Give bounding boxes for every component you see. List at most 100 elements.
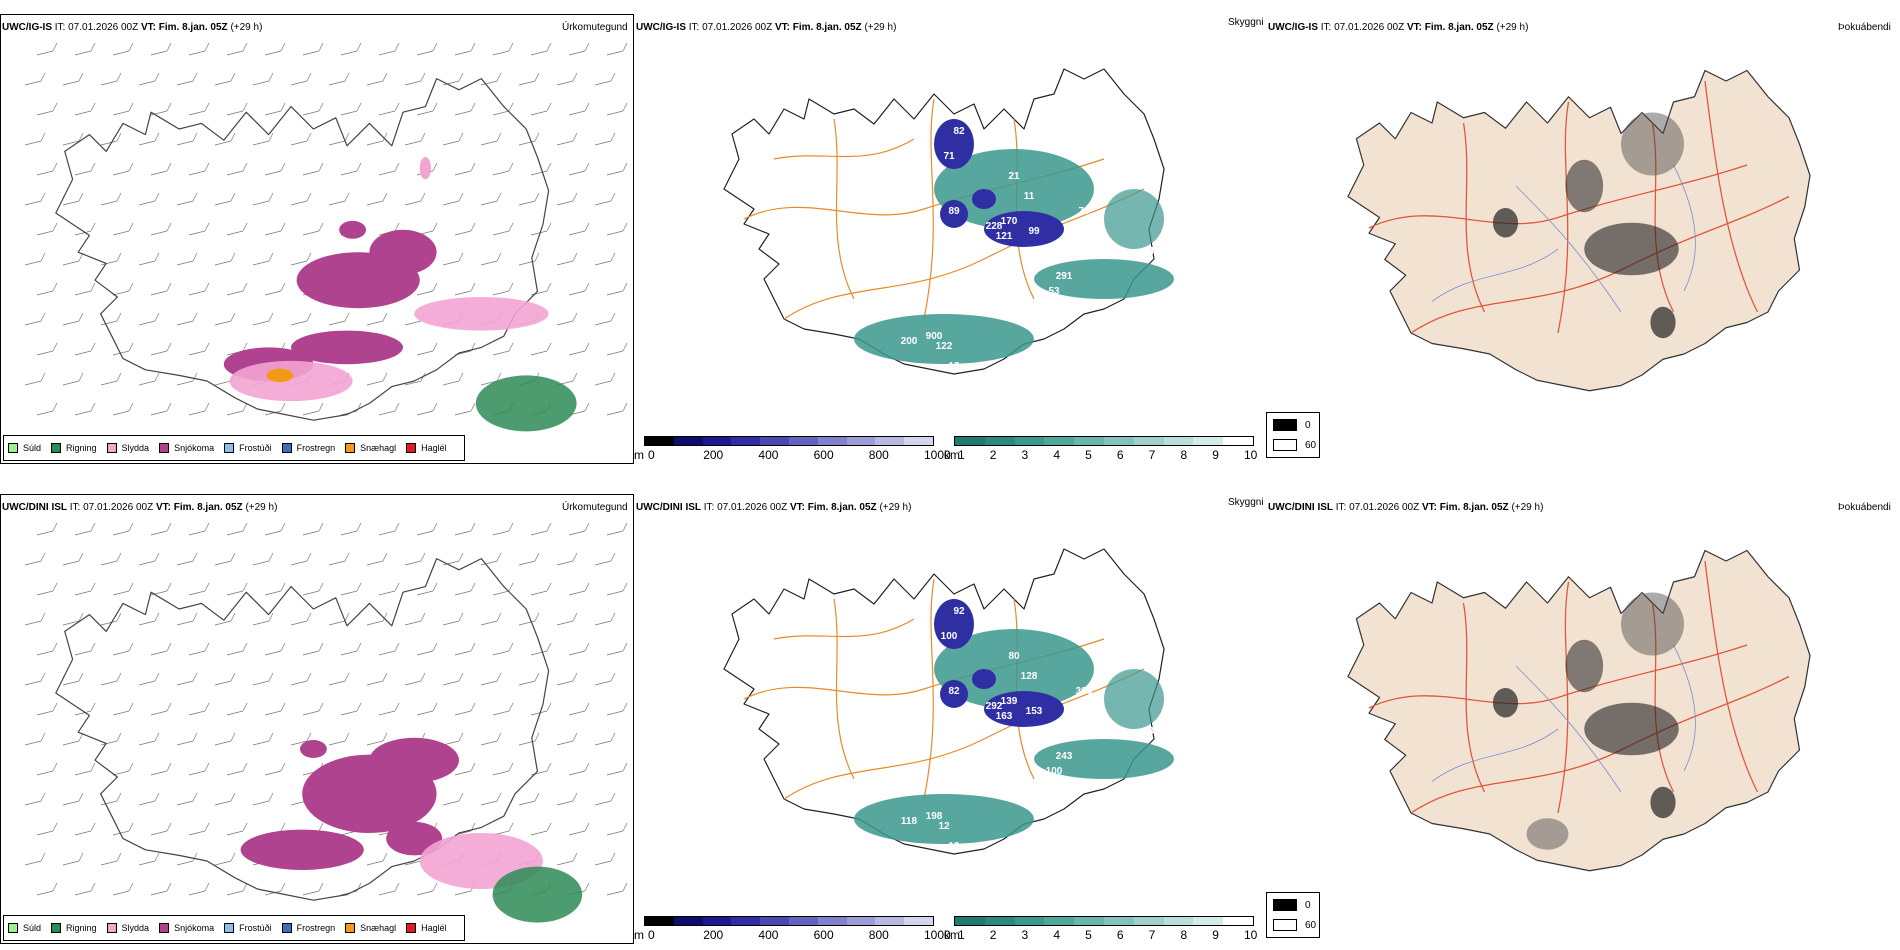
visibility-label: 243 [1056,751,1073,762]
legend-item: Frostúði [224,443,272,453]
legend-label: Slydda [121,443,150,453]
visibility-label: 72 [1178,826,1190,837]
legend-item: Slydda [106,923,150,933]
visibility-label: 82 [998,141,1010,152]
colorbar-tick: 600 [813,928,834,942]
cloud-legend-top: 0 60 [1266,412,1320,458]
colorbar-step [984,437,1015,445]
legend-label: Súld [23,443,42,453]
colorbar-tick: 6 [1116,448,1124,462]
colorbar-step [1103,917,1134,925]
colorbar-tick: 7 [1148,448,1156,462]
colorbar-tick: 3 [1021,448,1029,462]
valid-time: VT: Fim. 8.jan. 05Z [1406,22,1494,33]
visibility-colorbar-top: km 1 2 3 4 5 6 7 8 9 10 [944,436,1266,462]
legend-swatch [8,443,18,453]
visibility-label: 99 [1028,226,1040,237]
colorbar-step [817,917,847,925]
colorbar-strip [644,916,934,926]
visibility-label: 12 [938,821,950,832]
legend-label: Frostúði [239,443,272,453]
colorbar-step [955,917,985,925]
valid-time: VT: Fim. 8.jan. 05Z [789,502,877,513]
legend-item: Rigning [51,443,97,453]
colorbar-tick: 200 [703,448,724,462]
legend-swatch [406,443,417,453]
visibility-label: 231 [1116,801,1133,812]
legend-item: Snæhagl [345,443,396,453]
legend-swatch [224,443,235,453]
cloud-legend-bottom: 0 60 [1266,892,1320,938]
legend-label: Slydda [121,923,150,933]
colorbar-tick: 8 [1180,448,1188,462]
colorbar-tick: 5 [1085,928,1092,942]
precip-map-top [24,42,633,432]
legend-label: Frostregn [296,923,336,933]
colorbar-tick: 800 [868,928,889,942]
visibility-label: 215 [1156,336,1173,347]
legend-swatch [106,443,117,453]
colorbar-unit: km [944,448,960,462]
colorbar-tick: 5 [1085,448,1092,462]
cloud-title-bottom: Þokuábendi [1838,502,1891,513]
model-name: UWC/DINI ISL [636,502,701,513]
legend-swatch [406,923,417,933]
model-name: UWC/IG-IS [636,22,686,33]
colorbar-step [1103,437,1134,445]
visibility-label: 12 [948,361,960,372]
visibility-label: 513 [1081,816,1098,827]
cloud-map-bottom [1347,549,1811,872]
visibility-label: 122 [936,341,953,352]
iceland-outline: 92 86 110 100 80 82 139 163 153 128 395 123 292 243 19… [723,548,1193,855]
colorbar-step [1193,917,1224,925]
visibility-panel-bottom: 92 86 110 100 80 82 139 163 153 128 395 123 292 243 19… [634,494,1264,944]
visibility-label: 80 [1008,651,1020,662]
valid-time: VT: Fim. 8.jan. 05Z [774,22,862,33]
visibility-label: 98 [1088,226,1100,237]
colorbar-step [1223,437,1253,445]
iceland-outline [1347,549,1811,872]
colorbar-tick: 200 [703,928,724,942]
legend-label: Snæhagl [360,443,397,453]
model-name: UWC/DINI ISL [1268,502,1333,513]
legend-item: Súld [8,923,41,933]
colorbar-tick: 4 [1053,448,1061,462]
colorbar-tick: 600 [813,448,834,462]
colorbar-step [875,917,905,925]
legend-item: Snæhagl [345,923,396,933]
colorbar-strip [954,916,1254,926]
legend-label: Frostúði [239,923,272,933]
rivers [1431,644,1696,793]
colorbar-tick: 4 [1053,928,1061,942]
visibility-label: 21 [1008,171,1020,182]
issue-time: IT: 07.01.2026 00Z [1335,502,1420,513]
precip-panel-top: Súld Rigning Slydda Snjókoma Frostúði Frostre… [0,14,634,464]
legend-item: Rigning [51,923,97,933]
model-name: UWC/DINI ISL [2,502,67,513]
visibility-label: 71 [943,151,955,162]
colorbar-step [1044,917,1075,925]
colorbar-step [673,917,703,925]
visibility-colorbar-bottom: km 1 2 3 4 5 6 7 8 9 10 [944,916,1266,942]
visibility-label: 19 [948,841,960,852]
colorbar-tick: 400 [758,928,779,942]
visibility-map-top: 82 79 82 71 21 89 170 121 99 11 78 98 228 291 900 40 215… [723,68,1193,375]
legend-swatch [345,923,356,933]
visibility-label: 78 [1078,206,1090,217]
visibility-label: 100 [1046,766,1063,777]
legend-label: Snjókoma [174,443,215,453]
iceland-outline [55,77,577,432]
colorbar-step [702,437,732,445]
visibility-label: 163 [996,711,1013,722]
visibility-label: 53 [1048,286,1060,297]
legend-swatch [159,923,170,933]
issue-time: IT: 07.01.2026 00Z [703,502,788,513]
precip-panel-bottom: Súld Rigning Slydda Snjókoma Frostúði Frostre… [0,494,634,944]
rivers [1431,164,1696,313]
visibility-label: 960 [1096,331,1113,342]
valid-time: VT: Fim. 8.jan. 05Z [1421,502,1509,513]
colorbar-step [817,437,847,445]
colorbar-step [1133,437,1164,445]
legend-item: Súld [8,443,41,453]
legend-label: Snæhagl [360,923,397,933]
